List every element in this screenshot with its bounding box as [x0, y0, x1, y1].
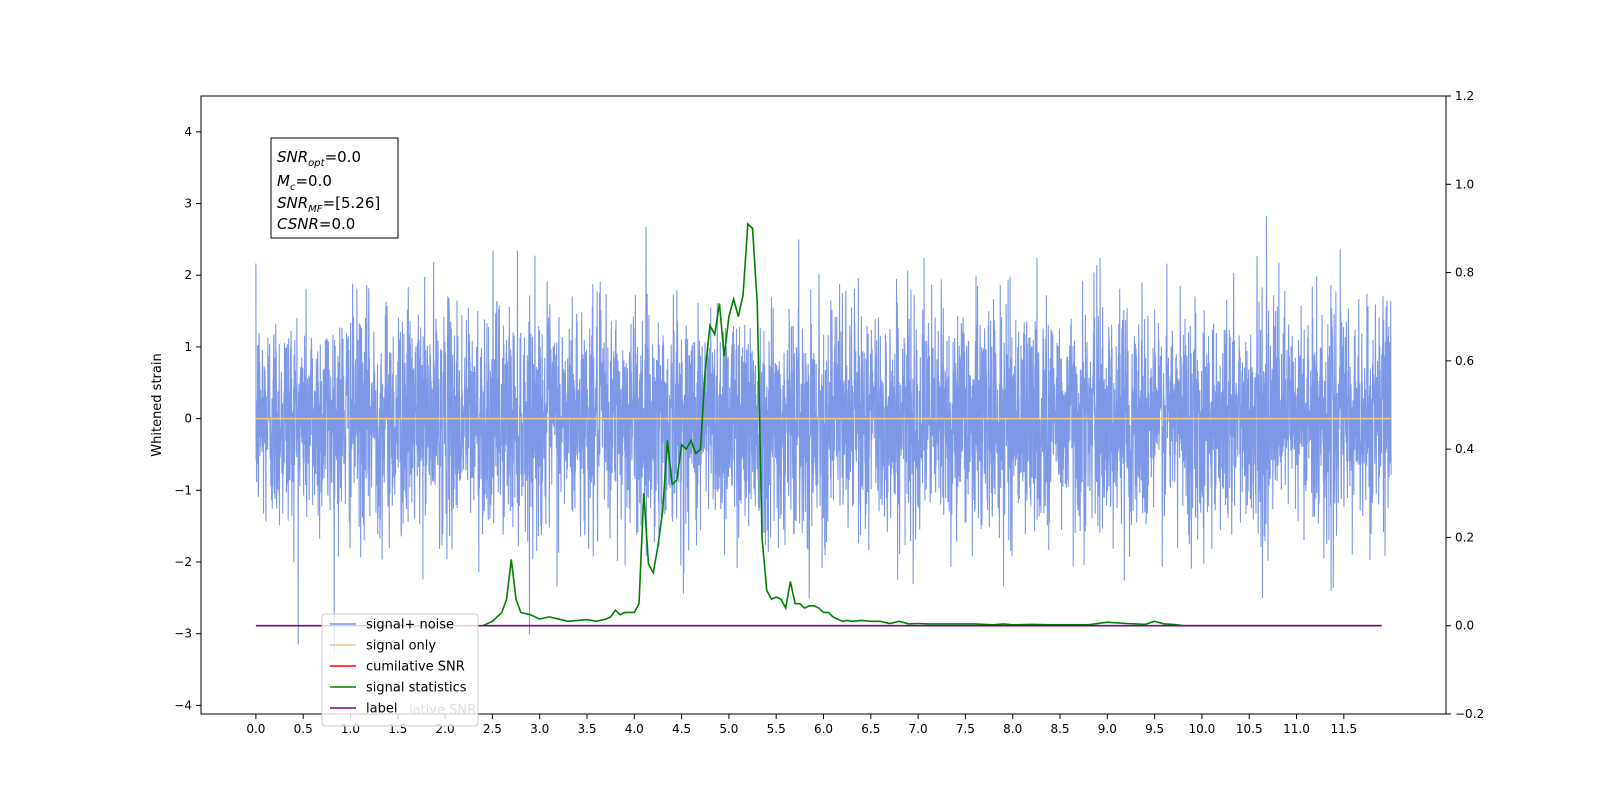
y-left-tick-label: −4	[174, 698, 192, 712]
series-signal-statistics	[482, 222, 1382, 627]
y-right-tick-label: 0.8	[1455, 266, 1474, 280]
snr-opt-sub: opt	[308, 158, 325, 169]
x-tick-label: 4.5	[672, 722, 691, 736]
x-tick-label: 8.5	[1050, 722, 1069, 736]
legend: signal+ noise signal only cumilative SNR si…	[321, 613, 479, 727]
y-right-tick-label: 0.2	[1455, 530, 1474, 544]
x-tick-label: 5.5	[767, 722, 786, 736]
x-tick-label: 10.5	[1236, 722, 1263, 736]
annotation-snr-mf: SNRMF=[5.26]	[277, 194, 380, 215]
mc-value: =0.0	[295, 172, 331, 190]
y-axis-left: −4 −3 −2 −1 0 1 2 3 4	[174, 125, 201, 712]
x-tick-label: 3.5	[577, 722, 596, 736]
x-tick-label: 3.0	[530, 722, 549, 736]
y-left-tick-label: 1	[184, 340, 192, 354]
x-tick-label: 8.0	[1003, 722, 1022, 736]
y-axis-label: Whitened strain	[150, 353, 165, 456]
mc-sub: c	[290, 182, 296, 193]
series-signal-noise	[255, 216, 1392, 654]
y-right-tick-label: 0.4	[1455, 442, 1474, 456]
y-right-tick-label: 0.0	[1455, 619, 1474, 633]
legend-ghost-text: lative SNR	[409, 703, 476, 718]
y-right-tick-label: 1.2	[1455, 89, 1474, 103]
snr-mf-base: SNR	[277, 194, 308, 212]
annotation-snr-opt: SNRopt=0.0	[277, 148, 361, 169]
annotation-frame	[270, 137, 399, 239]
y-right-tick-label: 0.6	[1455, 354, 1474, 368]
snr-mf-sub: MF	[308, 204, 323, 215]
legend-label: cumilative SNR	[366, 660, 465, 675]
x-axis: 0.0 0.5 1.0 1.5 2.0 2.5 3.0 3.5 4.0 4.5 5.0 5.5 6.0 6…	[246, 714, 1357, 736]
annotation-box: SNRopt=0.0 Mc=0.0 SNRMF=[5.26] CSNR=0.0	[270, 137, 399, 239]
legend-label: signal only	[366, 639, 436, 654]
snr-mf-value: =[5.26]	[323, 194, 381, 212]
x-tick-label: 5.0	[719, 722, 738, 736]
x-tick-label: 6.0	[814, 722, 833, 736]
legend-frame	[321, 613, 479, 727]
x-tick-label: 7.5	[956, 722, 975, 736]
annotation-mc: Mc=0.0	[277, 172, 332, 193]
x-tick-label: 0.0	[246, 722, 265, 736]
y-left-tick-label: 2	[184, 268, 192, 282]
y-left-tick-label: −3	[174, 627, 192, 641]
legend-label: label	[366, 702, 397, 717]
x-tick-label: 10.0	[1189, 722, 1216, 736]
annotation-csnr: CSNR=0.0	[277, 215, 355, 233]
y-left-tick-label: 4	[184, 125, 192, 139]
snr-opt-value: =0.0	[325, 148, 361, 166]
x-tick-label: 11.5	[1330, 722, 1357, 736]
y-left-tick-label: 0	[184, 412, 192, 426]
x-tick-label: 6.5	[861, 722, 880, 736]
y-left-tick-label: 3	[184, 197, 192, 211]
snr-opt-base: SNR	[277, 148, 308, 166]
legend-label: signal+ noise	[366, 618, 454, 633]
y-left-tick-label: −1	[174, 483, 192, 497]
mc-base: M	[277, 172, 290, 190]
y-right-tick-label: −0.2	[1455, 707, 1484, 721]
x-tick-label: 2.5	[483, 722, 502, 736]
y-right-tick-label: 1.0	[1455, 177, 1474, 191]
legend-label: signal statistics	[366, 681, 467, 696]
x-tick-label: 11.0	[1283, 722, 1310, 736]
legend-items: signal+ noise signal only cumilative SNR si…	[330, 618, 467, 717]
csnr-base: CSNR	[277, 215, 319, 233]
signal-noise-trace	[255, 216, 1392, 654]
csnr-value: =0.0	[319, 215, 355, 233]
y-axis-right: −0.2 0.0 0.2 0.4 0.6 0.8 1.0 1.2	[1446, 89, 1484, 721]
x-tick-label: 0.5	[294, 722, 313, 736]
x-tick-label: 4.0	[625, 722, 644, 736]
x-tick-label: 9.5	[1145, 722, 1164, 736]
y-left-tick-label: −2	[174, 555, 192, 569]
x-tick-label: 9.0	[1098, 722, 1117, 736]
x-tick-label: 7.0	[909, 722, 928, 736]
